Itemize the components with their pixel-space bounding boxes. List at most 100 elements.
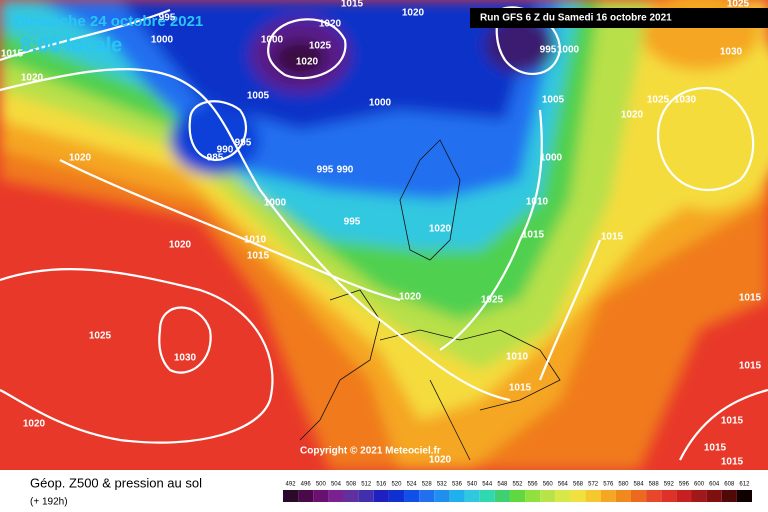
scale-label: 604: [709, 482, 720, 488]
coastlines: [299, 139, 561, 461]
isobar-label: 1025: [309, 41, 332, 52]
isobar-label: 1010: [526, 197, 549, 208]
isobar-label: 1025: [89, 331, 112, 342]
scale-swatch: [630, 490, 647, 502]
scale-label: 588: [649, 482, 660, 488]
scale-label: 580: [618, 482, 629, 488]
scale-swatch: [691, 490, 707, 502]
scale-swatch: [570, 490, 586, 502]
scale-label: 516: [376, 482, 387, 488]
scale-label: 500: [316, 482, 327, 488]
scale-label: 528: [422, 482, 433, 488]
isobar-label: 1000: [261, 35, 284, 46]
scale-label: 492: [286, 482, 297, 488]
scale-swatch: [646, 490, 662, 502]
legend-lead: (+ 192h): [30, 497, 68, 508]
scale-label: 532: [437, 482, 448, 488]
isobar-label: 995: [235, 138, 252, 149]
isobar-label: 995: [540, 45, 557, 56]
isobar-label: 1000: [540, 153, 563, 164]
isobar-label: 1015: [1, 49, 24, 60]
isobar-label: 985: [207, 153, 224, 164]
isobar-label: 990: [217, 145, 234, 156]
scale-swatch: [479, 490, 495, 502]
scale-swatch: [464, 490, 480, 502]
scale-label: 556: [528, 482, 539, 488]
scale-label: 512: [361, 482, 372, 488]
scale-swatch: [661, 490, 677, 502]
scale-swatch: [298, 490, 314, 502]
scale-label: 564: [558, 482, 569, 488]
scale-label: 508: [346, 482, 357, 488]
scale-label: 524: [407, 482, 418, 488]
scale-swatch: [721, 490, 737, 502]
isobar-label: 1015: [704, 443, 727, 454]
isobar-label: 1020: [169, 240, 192, 251]
scale-swatch: [434, 490, 450, 502]
scale-label: 504: [331, 482, 342, 488]
scale-label: 520: [391, 482, 402, 488]
isobar-label: 1020: [621, 110, 644, 121]
scale-swatch: [525, 490, 541, 502]
isobar-label: 1015: [522, 230, 545, 241]
scale-swatch: [283, 490, 299, 502]
scale-label: 584: [634, 482, 645, 488]
isobar-label: 1000: [151, 35, 174, 46]
scale-swatch: [358, 490, 374, 502]
scale-swatch: [449, 490, 465, 502]
scale-label: 544: [482, 482, 493, 488]
legend-title: Géop. Z500 & pression au sol: [30, 475, 202, 490]
scale-swatch: [343, 490, 359, 502]
isobar-label: 1020: [296, 57, 319, 68]
scale-swatch: [706, 490, 722, 502]
scale-label: 612: [739, 482, 750, 488]
isobar-label: 1005: [247, 91, 270, 102]
isobar-label: 990: [337, 165, 354, 176]
isobar-label: 1020: [69, 153, 92, 164]
isobar-label: 1020: [429, 455, 452, 466]
scale-swatch: [509, 490, 526, 502]
isobar-label: 1025: [727, 0, 750, 10]
geopotential-field: [0, 0, 768, 470]
isobar-label: 1015: [601, 232, 624, 243]
scale-swatch: [313, 490, 329, 502]
isobar-label: 995: [159, 13, 176, 24]
scale-label: 496: [301, 482, 312, 488]
scale-swatch: [373, 490, 389, 502]
scale-swatch: [328, 490, 344, 502]
isobar-label: 1005: [542, 95, 565, 106]
scale-label: 596: [679, 482, 690, 488]
isobar-label: 1020: [21, 73, 44, 84]
scale-swatch: [494, 490, 510, 502]
isobar-label: 1020: [23, 419, 46, 430]
isobar-label: 1015: [247, 251, 270, 262]
run-box: [470, 8, 768, 28]
scale-swatch: [555, 490, 571, 502]
isobar-label: 1010: [244, 235, 267, 246]
scale-label: 548: [497, 482, 508, 488]
copyright: Copyright © 2021 Meteociel.fr: [300, 446, 441, 457]
scale-label: 608: [724, 482, 735, 488]
isobar-label: 1000: [264, 198, 287, 209]
scale-swatch: [540, 490, 556, 502]
scale-label: 536: [452, 482, 463, 488]
scale-label: 552: [512, 482, 523, 488]
isobar-label: 1015: [721, 416, 744, 427]
isobar-label: 1025: [481, 295, 504, 306]
scale-swatch: [600, 490, 616, 502]
scale-label: 540: [467, 482, 478, 488]
scale-swatch: [736, 490, 752, 502]
run-label: Run GFS 6 Z du Samedi 16 octobre 2021: [480, 13, 672, 24]
scale-label: 600: [694, 482, 705, 488]
isobar-label: 1015: [721, 457, 744, 468]
isobar-label: 1015: [739, 361, 762, 372]
isobar-label: 1030: [720, 47, 743, 58]
scale-swatch: [676, 490, 692, 502]
isobar-label: 1025: [647, 95, 670, 106]
scale-swatch: [419, 490, 435, 502]
isobar-label: 1010: [506, 352, 529, 363]
scale-swatch: [585, 490, 601, 502]
forecast-date: Dimanche 24 octobre 2021: [14, 13, 203, 30]
isobar-label: 1000: [557, 45, 580, 56]
